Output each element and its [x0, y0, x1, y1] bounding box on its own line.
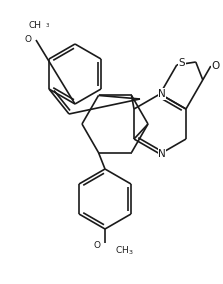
Text: O: O	[25, 36, 31, 45]
Text: S: S	[178, 58, 185, 68]
Text: $_3$: $_3$	[45, 22, 51, 30]
Text: CH: CH	[29, 22, 41, 30]
Text: N: N	[158, 149, 166, 159]
Text: O: O	[93, 241, 101, 250]
Text: O: O	[212, 61, 220, 71]
Text: CH$_3$: CH$_3$	[115, 245, 134, 257]
Text: N: N	[158, 89, 166, 99]
